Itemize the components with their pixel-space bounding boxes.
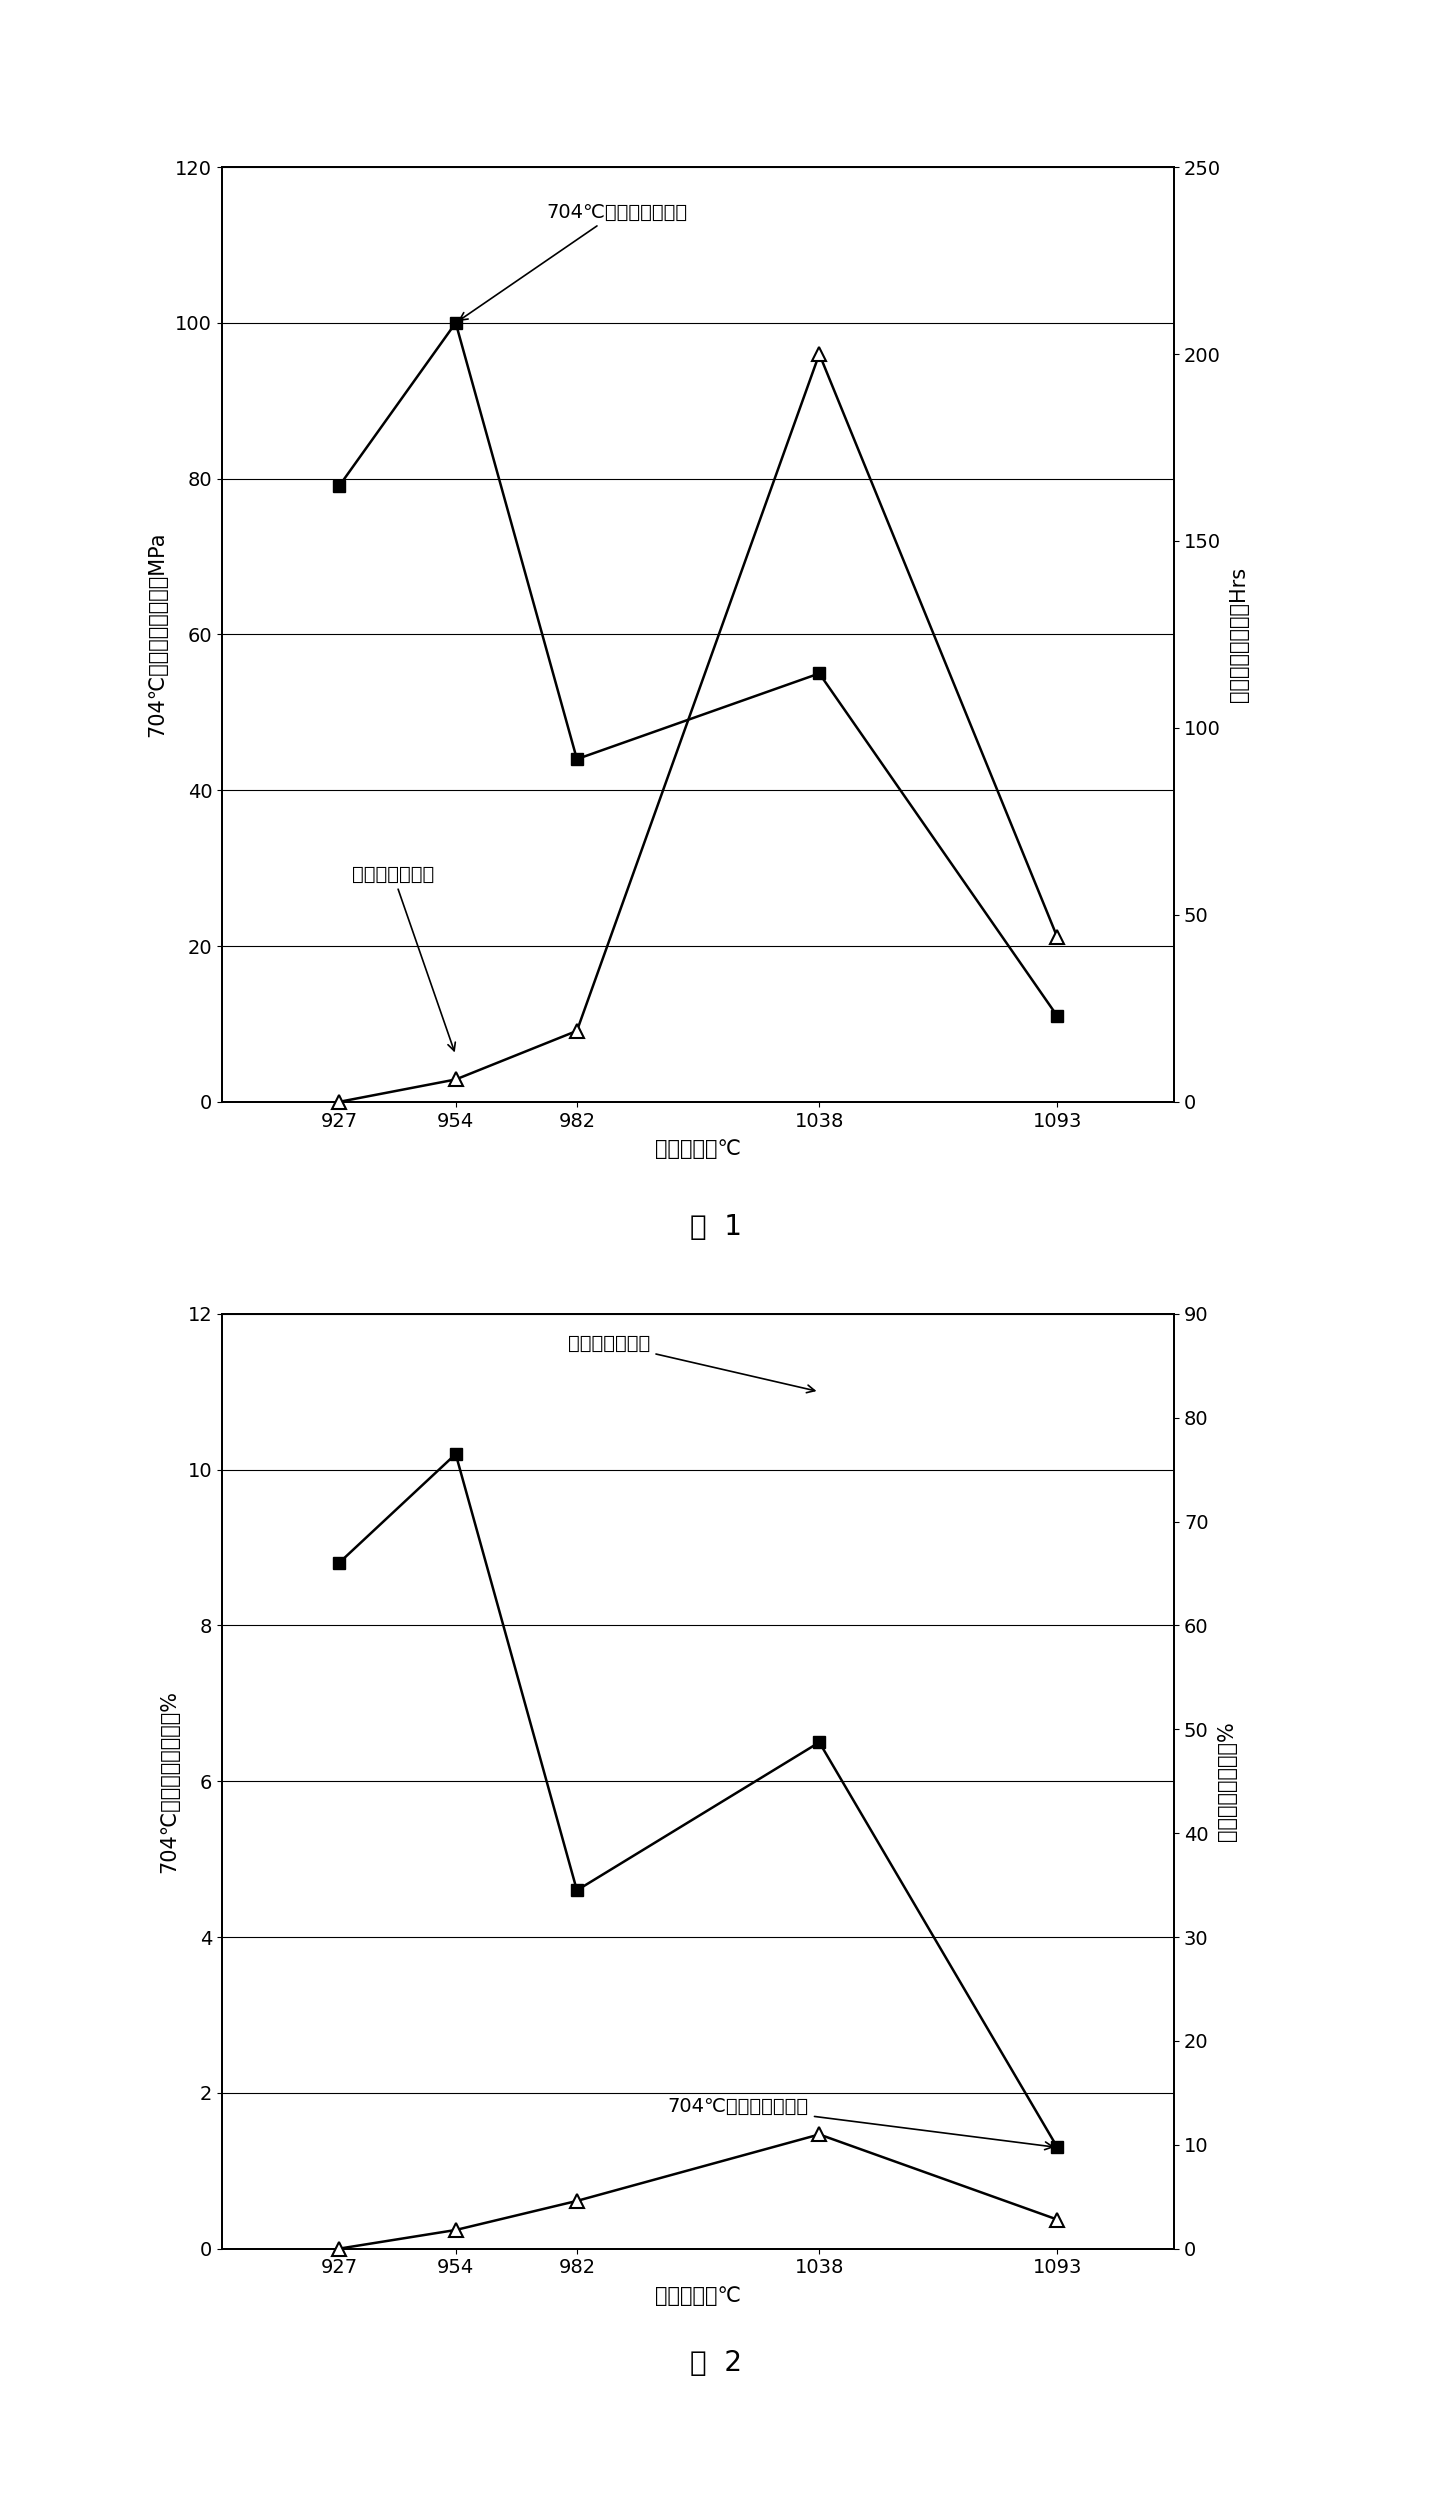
Y-axis label: 断裂寿命的增加，Hrs: 断裂寿命的增加，Hrs — [1230, 566, 1250, 703]
X-axis label: 锻造温度，℃: 锻造温度，℃ — [654, 2286, 742, 2306]
Y-axis label: 704℃屈服强度的增加，MPa: 704℃屈服强度的增加，MPa — [147, 531, 168, 738]
Y-axis label: 断裂寿命的增加，%: 断裂寿命的增加，% — [1217, 1720, 1237, 1842]
X-axis label: 锻造温度，℃: 锻造温度，℃ — [654, 1139, 742, 1159]
Text: 图  1: 图 1 — [690, 1212, 742, 1242]
Text: 704℃屈服强度的增加: 704℃屈服强度的增加 — [667, 2097, 1053, 2149]
Text: 704℃屈服强度的增加: 704℃屈服强度的增加 — [460, 202, 687, 319]
Text: 图  2: 图 2 — [690, 2348, 742, 2378]
Text: 断裂寿命的增加: 断裂寿命的增加 — [569, 1334, 815, 1394]
Y-axis label: 704℃屈服强度的增加，%: 704℃屈服强度的增加，% — [159, 1690, 179, 1872]
Text: 断裂寿命的增加: 断裂寿命的增加 — [352, 865, 455, 1050]
